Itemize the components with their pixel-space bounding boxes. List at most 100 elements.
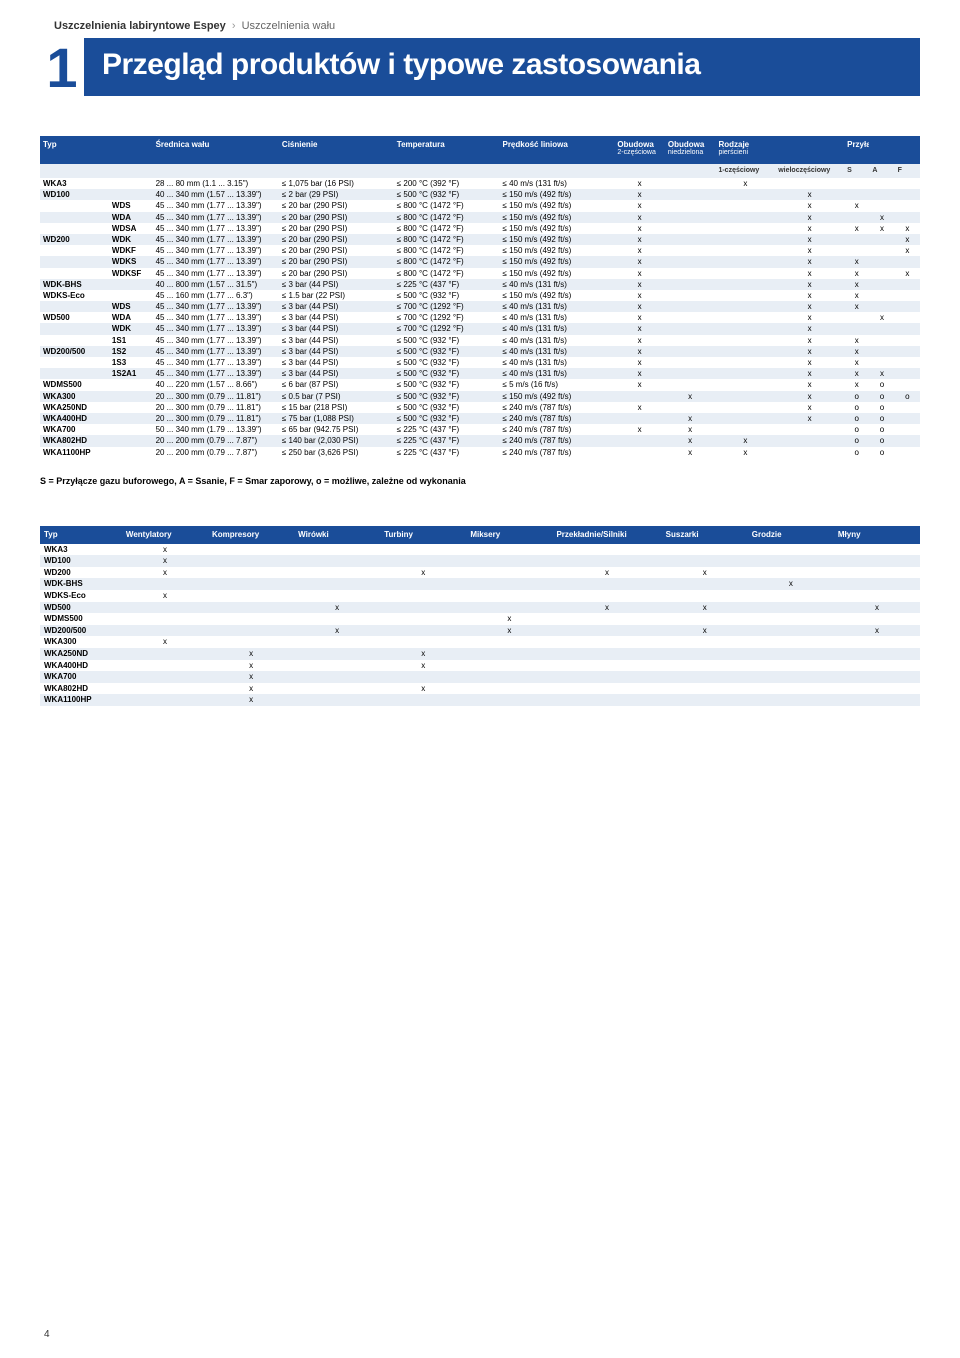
table-cell <box>662 613 748 625</box>
table-cell <box>552 578 661 590</box>
table-cell <box>552 694 661 706</box>
table-cell: WDSA <box>109 223 153 234</box>
table-row: WDS45 ... 340 mm (1.77 ... 13.39")≤ 3 ba… <box>40 301 920 312</box>
table-cell <box>665 379 716 390</box>
table-cell: x <box>294 602 380 614</box>
table-cell <box>109 379 153 390</box>
table-cell: o <box>869 447 894 458</box>
table-cell: x <box>380 660 466 672</box>
table-cell: ≤ 150 m/s (492 ft/s) <box>499 245 614 256</box>
table-cell: WKA802HD <box>40 683 122 695</box>
table-cell <box>715 256 775 267</box>
table-cell: x <box>895 268 920 279</box>
table-row: WD200/500xxxx <box>40 625 920 637</box>
table-cell: x <box>775 290 844 301</box>
table-cell <box>466 567 552 579</box>
table-cell: ≤ 700 °C (1292 °F) <box>394 312 500 323</box>
table-cell: x <box>665 413 716 424</box>
table-cell: ≤ 700 °C (1292 °F) <box>394 301 500 312</box>
table-cell <box>208 544 294 556</box>
table-cell: 1S2A1 <box>109 368 153 379</box>
breadcrumb-sub: Uszczelnienia wału <box>242 20 336 32</box>
hero-banner: 1 Przegląd produktów i typowe zastosowan… <box>40 38 920 96</box>
table-cell: x <box>552 567 661 579</box>
table-cell <box>844 245 869 256</box>
table-cell <box>895 402 920 413</box>
table-cell: o <box>844 413 869 424</box>
table-cell <box>665 290 716 301</box>
table-cell: ≤ 800 °C (1472 °F) <box>394 200 500 211</box>
table-cell: WKA1100HP <box>40 447 109 458</box>
table-cell <box>294 636 380 648</box>
table-cell: x <box>122 590 208 602</box>
table-cell <box>715 346 775 357</box>
table-cell: 28 ... 80 mm (1.1 ... 3.15") <box>153 178 279 189</box>
table-cell: WDA <box>109 312 153 323</box>
table-cell: ≤ 3 bar (44 PSI) <box>279 323 394 334</box>
table-cell <box>869 178 894 189</box>
table-cell <box>294 578 380 590</box>
table-cell: o <box>844 424 869 435</box>
table-cell: ≤ 40 m/s (131 ft/s) <box>499 279 614 290</box>
table-cell: WKA3 <box>40 544 122 556</box>
table-cell: o <box>869 391 894 402</box>
table-cell <box>715 312 775 323</box>
table-cell <box>614 413 665 424</box>
table-cell: x <box>380 648 466 660</box>
table-subheader <box>279 164 394 178</box>
table-cell: x <box>380 683 466 695</box>
table-cell: x <box>748 578 834 590</box>
table-cell <box>380 625 466 637</box>
table-row: WKA700x <box>40 671 920 683</box>
table-cell <box>895 368 920 379</box>
table-cell <box>715 212 775 223</box>
table-cell: x <box>775 245 844 256</box>
table-cell: WKA1100HP <box>40 694 122 706</box>
table-cell: x <box>775 268 844 279</box>
table-cell <box>844 189 869 200</box>
table-cell: x <box>775 223 844 234</box>
table-cell <box>294 683 380 695</box>
table-cell <box>294 555 380 567</box>
table-cell: x <box>775 335 844 346</box>
table-cell <box>748 683 834 695</box>
table-cell: ≤ 3 bar (44 PSI) <box>279 312 394 323</box>
table-cell <box>869 256 894 267</box>
table-cell: x <box>614 178 665 189</box>
table-cell: ≤ 150 m/s (492 ft/s) <box>499 234 614 245</box>
table-cell: o <box>869 402 894 413</box>
table-cell: ≤ 150 m/s (492 ft/s) <box>499 290 614 301</box>
table-cell: ≤ 800 °C (1472 °F) <box>394 212 500 223</box>
table-cell <box>715 424 775 435</box>
table-row: WDK-BHS40 ... 800 mm (1.57 ... 31.5")≤ 3… <box>40 279 920 290</box>
table-cell: 1S1 <box>109 335 153 346</box>
table-cell: x <box>614 346 665 357</box>
table-cell <box>294 694 380 706</box>
table-cell: x <box>775 323 844 334</box>
table-cell <box>895 323 920 334</box>
table-cell: ≤ 225 °C (437 °F) <box>394 447 500 458</box>
table-cell <box>834 636 920 648</box>
table-cell <box>109 424 153 435</box>
table-cell: ≤ 1.5 bar (22 PSI) <box>279 290 394 301</box>
table-cell <box>748 636 834 648</box>
table-subheader <box>499 164 614 178</box>
table-cell: 1S3 <box>109 357 153 368</box>
table-cell <box>715 301 775 312</box>
table-cell <box>775 424 844 435</box>
table-cell: WKA300 <box>40 391 109 402</box>
table-cell <box>665 178 716 189</box>
table-cell <box>869 279 894 290</box>
table-cell: x <box>208 683 294 695</box>
table-cell: ≤ 20 bar (290 PSI) <box>279 268 394 279</box>
table-cell: ≤ 20 bar (290 PSI) <box>279 245 394 256</box>
table-cell: x <box>614 256 665 267</box>
table-row: WKA3x <box>40 544 920 556</box>
table-cell <box>665 312 716 323</box>
table-cell: 40 ... 220 mm (1.57 ... 8.66") <box>153 379 279 390</box>
table-cell <box>109 290 153 301</box>
table-cell <box>380 544 466 556</box>
table-cell: o <box>844 402 869 413</box>
table-cell: o <box>869 413 894 424</box>
table-cell: 45 ... 340 mm (1.77 ... 13.39") <box>153 346 279 357</box>
